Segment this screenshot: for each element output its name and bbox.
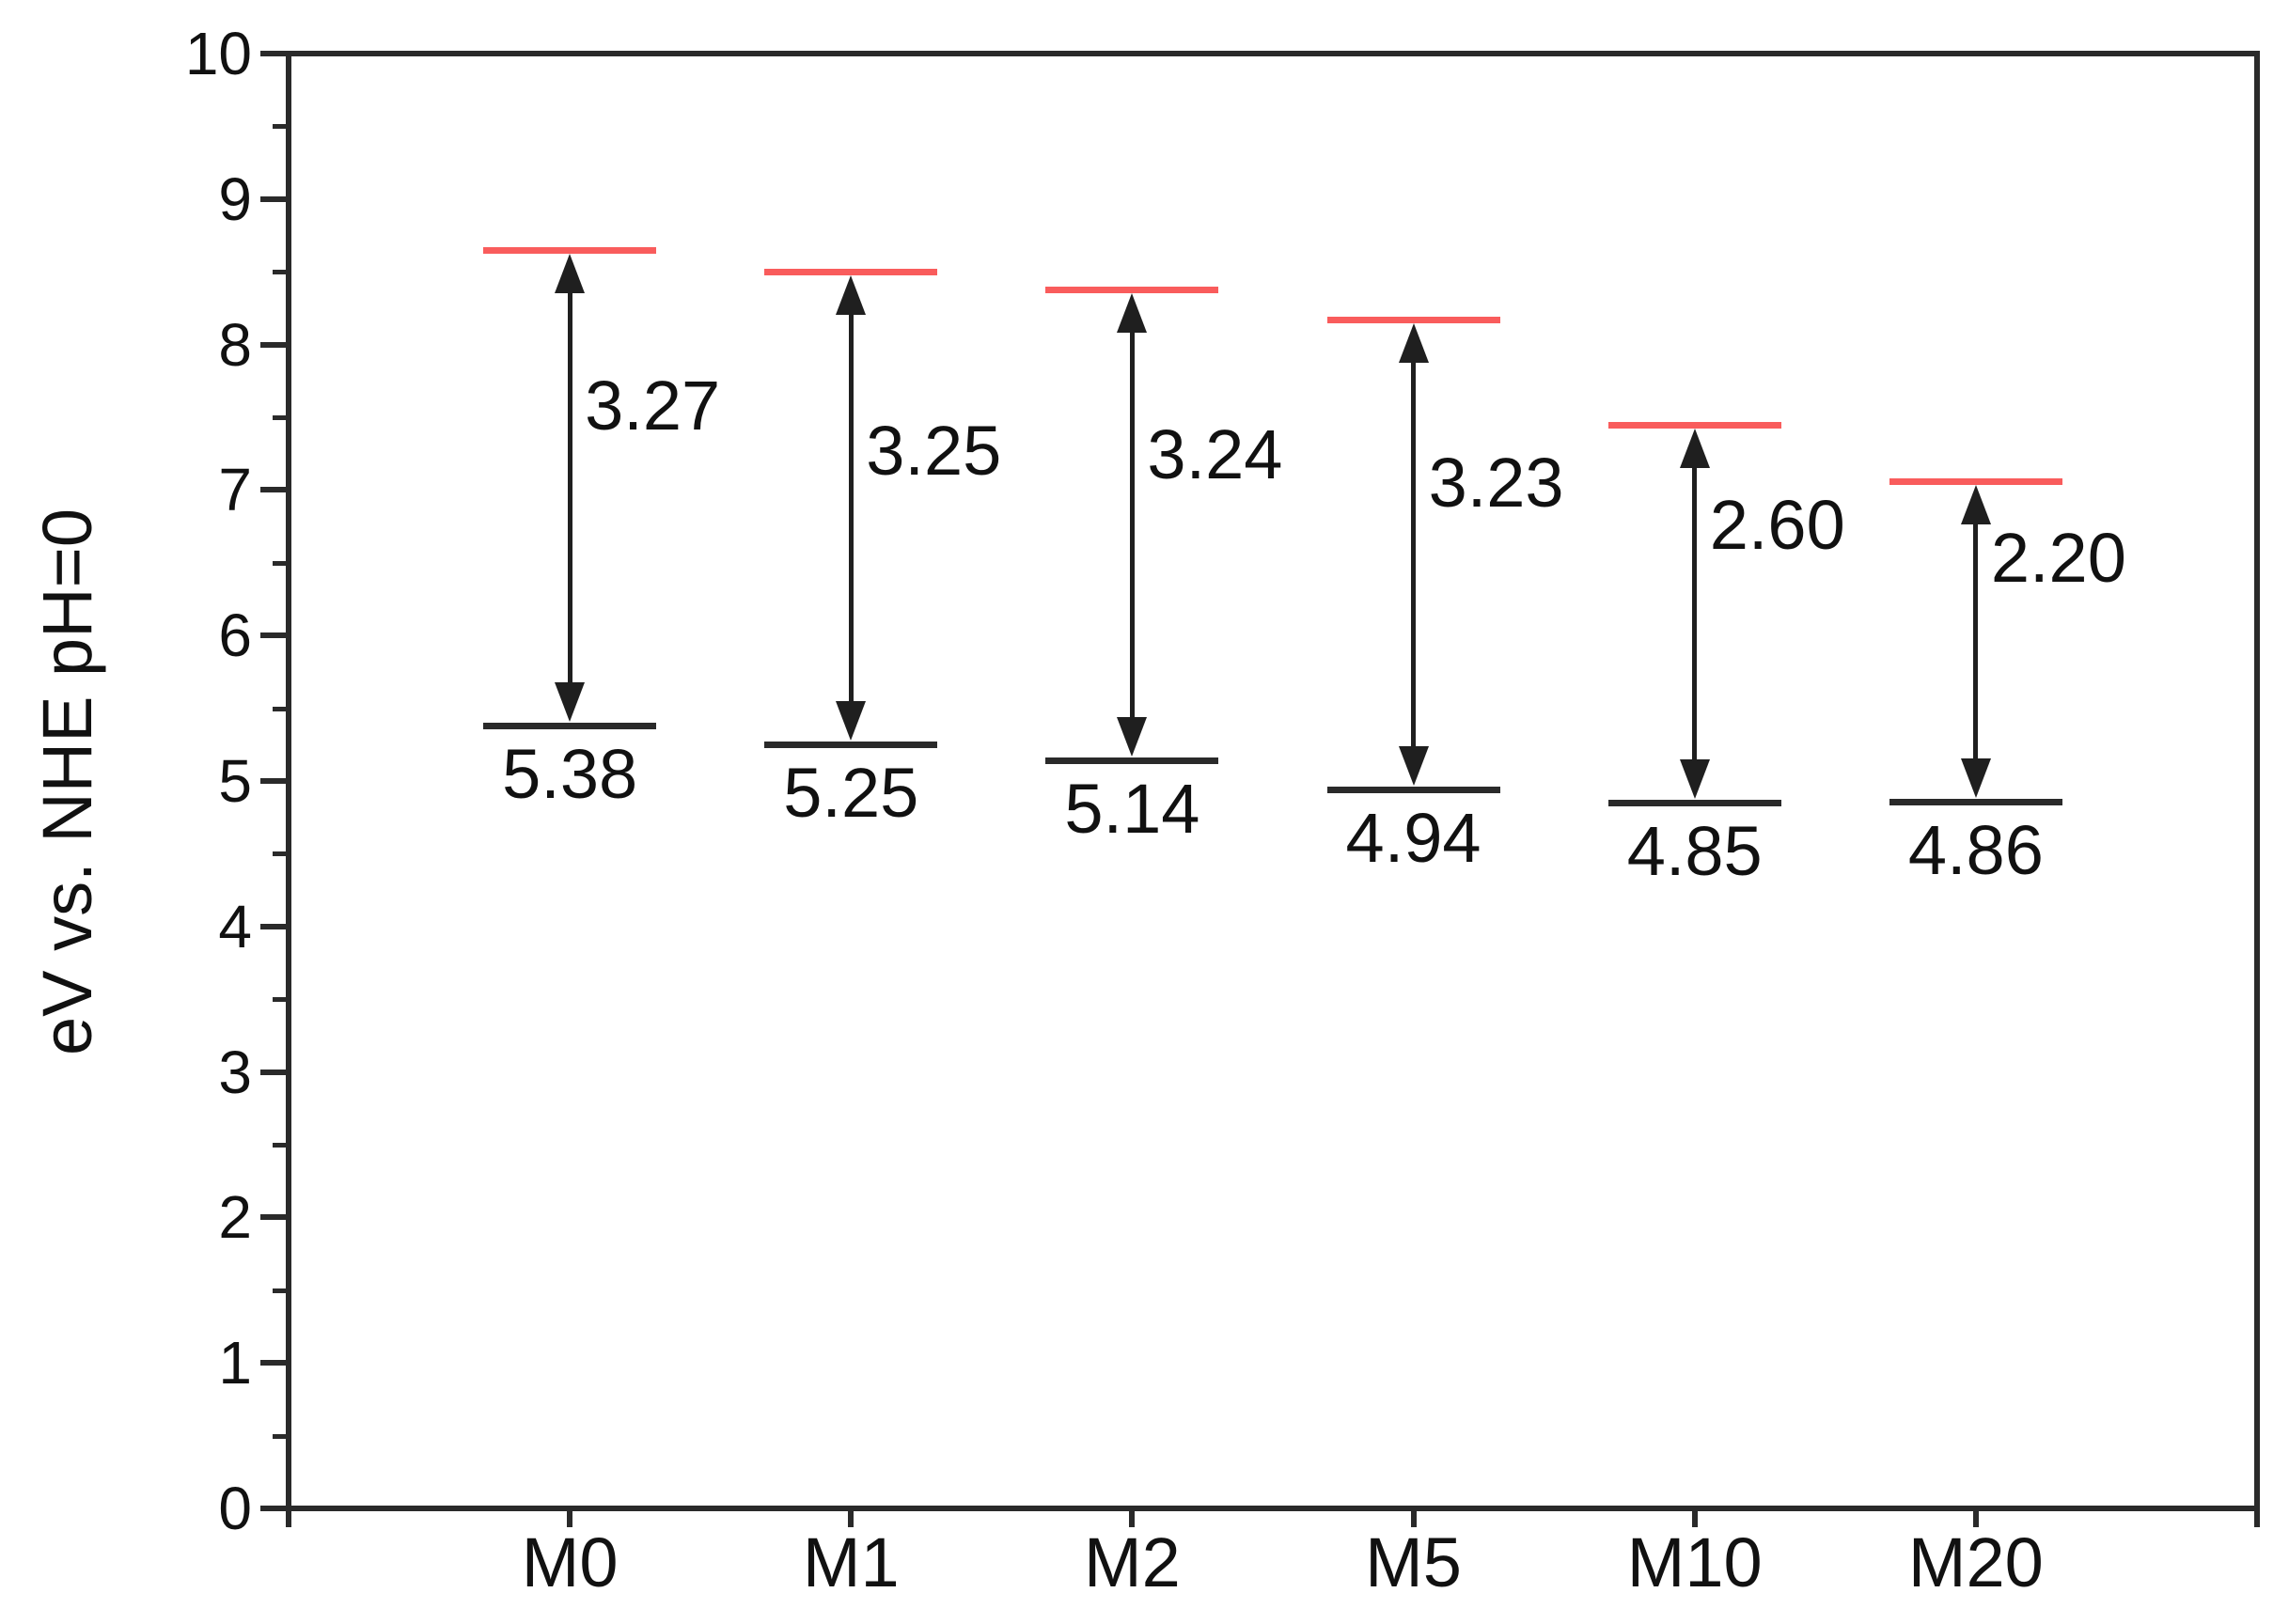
band-gap-value-label: 3.23 [1428,443,1564,522]
y-axis-minor-tick [273,1288,289,1293]
band-bottom-value-label: 4.94 [1345,799,1482,878]
y-axis-minor-tick [273,415,289,420]
band-top-level-line [1607,421,1781,429]
plot-frame [286,51,2260,1511]
x-axis-category-label: M1 [802,1523,900,1601]
band-bottom-level-line [1889,798,2062,805]
x-axis-category-label: M5 [1365,1523,1462,1601]
gap-arrow-down-head [1398,746,1429,787]
band-bottom-level-line [1326,787,1500,794]
gap-arrow-stem [1692,450,1698,777]
x-axis-category-label: M10 [1626,1523,1763,1601]
gap-arrow-stem [1973,508,1979,775]
y-axis-tick-label: 7 [218,456,252,524]
gap-arrow-stem [1411,346,1417,764]
band-top-level-line [1045,286,1219,293]
y-axis-tick-label: 10 [184,20,252,87]
y-axis-major-tick [260,1360,289,1366]
y-axis-major-tick [260,778,289,784]
x-axis-category-label: M2 [1084,1523,1181,1601]
y-axis-minor-tick [273,706,289,711]
y-axis-tick-label: 3 [218,1038,252,1106]
gap-arrow-up-head [1117,292,1148,333]
gap-arrow-up-head [1679,428,1710,468]
band-top-level-line [1326,317,1500,324]
y-axis-minor-tick [273,270,289,275]
y-axis-major-tick [260,632,289,639]
gap-arrow-up-head [1960,485,1991,525]
band-gap-value-label: 3.24 [1147,415,1283,494]
band-bottom-value-label: 5.25 [783,754,919,833]
band-bottom-value-label: 5.14 [1064,770,1200,849]
y-axis-minor-tick [273,124,289,130]
gap-arrow-up-head [1398,323,1429,364]
gap-arrow-up-head [555,253,586,293]
y-axis-tick-label: 5 [218,747,252,815]
y-axis-major-tick [260,1506,289,1511]
band-bottom-value-label: 4.86 [1907,810,2044,889]
x-axis-category-label: M20 [1907,1523,2044,1601]
x-axis-tick [848,1511,854,1527]
y-axis-minor-tick [273,1433,289,1439]
y-axis-major-tick [260,487,289,493]
x-axis-tick [1410,1511,1417,1527]
gap-arrow-stem [848,298,854,719]
band-bottom-level-line [483,723,657,730]
y-axis-tick-label: 4 [218,892,252,960]
y-axis-minor-tick [273,1143,289,1148]
band-top-level-line [1889,478,2062,486]
gap-arrow-stem [1129,315,1135,735]
band-gap-value-label: 3.25 [866,411,1002,490]
y-axis-minor-tick [273,851,289,857]
frame-right-overhang [2254,1511,2260,1527]
y-axis-major-tick [260,195,289,202]
gap-arrow-down-head [1960,757,1991,798]
y-axis-major-tick [260,341,289,348]
band-bottom-level-line [1607,800,1781,807]
x-axis-tick [1691,1511,1698,1527]
band-top-level-line [483,246,657,254]
band-bottom-level-line [1045,757,1219,765]
band-bottom-value-label: 5.38 [502,735,638,814]
y-axis-minor-tick [273,560,289,566]
band-gap-value-label: 2.20 [1990,519,2126,598]
y-axis-minor-tick [273,997,289,1003]
y-axis-tick-label: 2 [218,1183,252,1252]
gap-arrow-stem [567,275,572,700]
gap-arrow-up-head [836,275,867,316]
y-axis-tick-label: 0 [218,1475,252,1542]
x-axis-tick [1129,1511,1136,1527]
frame-left-overhang [286,1511,291,1527]
x-axis-tick [567,1511,573,1527]
gap-arrow-down-head [555,682,586,723]
band-bottom-value-label: 4.85 [1626,812,1763,891]
x-axis-tick [1972,1511,1979,1527]
band-bottom-level-line [764,742,938,749]
y-axis-tick-label: 8 [218,310,252,379]
y-axis-major-tick [260,1069,289,1075]
x-axis-category-label: M0 [521,1523,619,1601]
gap-arrow-down-head [1679,759,1710,800]
y-axis-major-tick [260,1214,289,1221]
y-axis-tick-label: 1 [218,1329,252,1398]
y-axis-major-tick [260,923,289,929]
y-axis-tick-label: 6 [218,601,252,670]
gap-arrow-down-head [1117,717,1148,757]
y-axis-tick-label: 9 [218,164,252,233]
band-gap-value-label: 2.60 [1709,485,1845,564]
band-top-level-line [764,269,938,276]
y-axis-major-tick [260,51,289,56]
gap-arrow-down-head [836,701,867,742]
band-gap-value-label: 3.27 [585,366,721,445]
